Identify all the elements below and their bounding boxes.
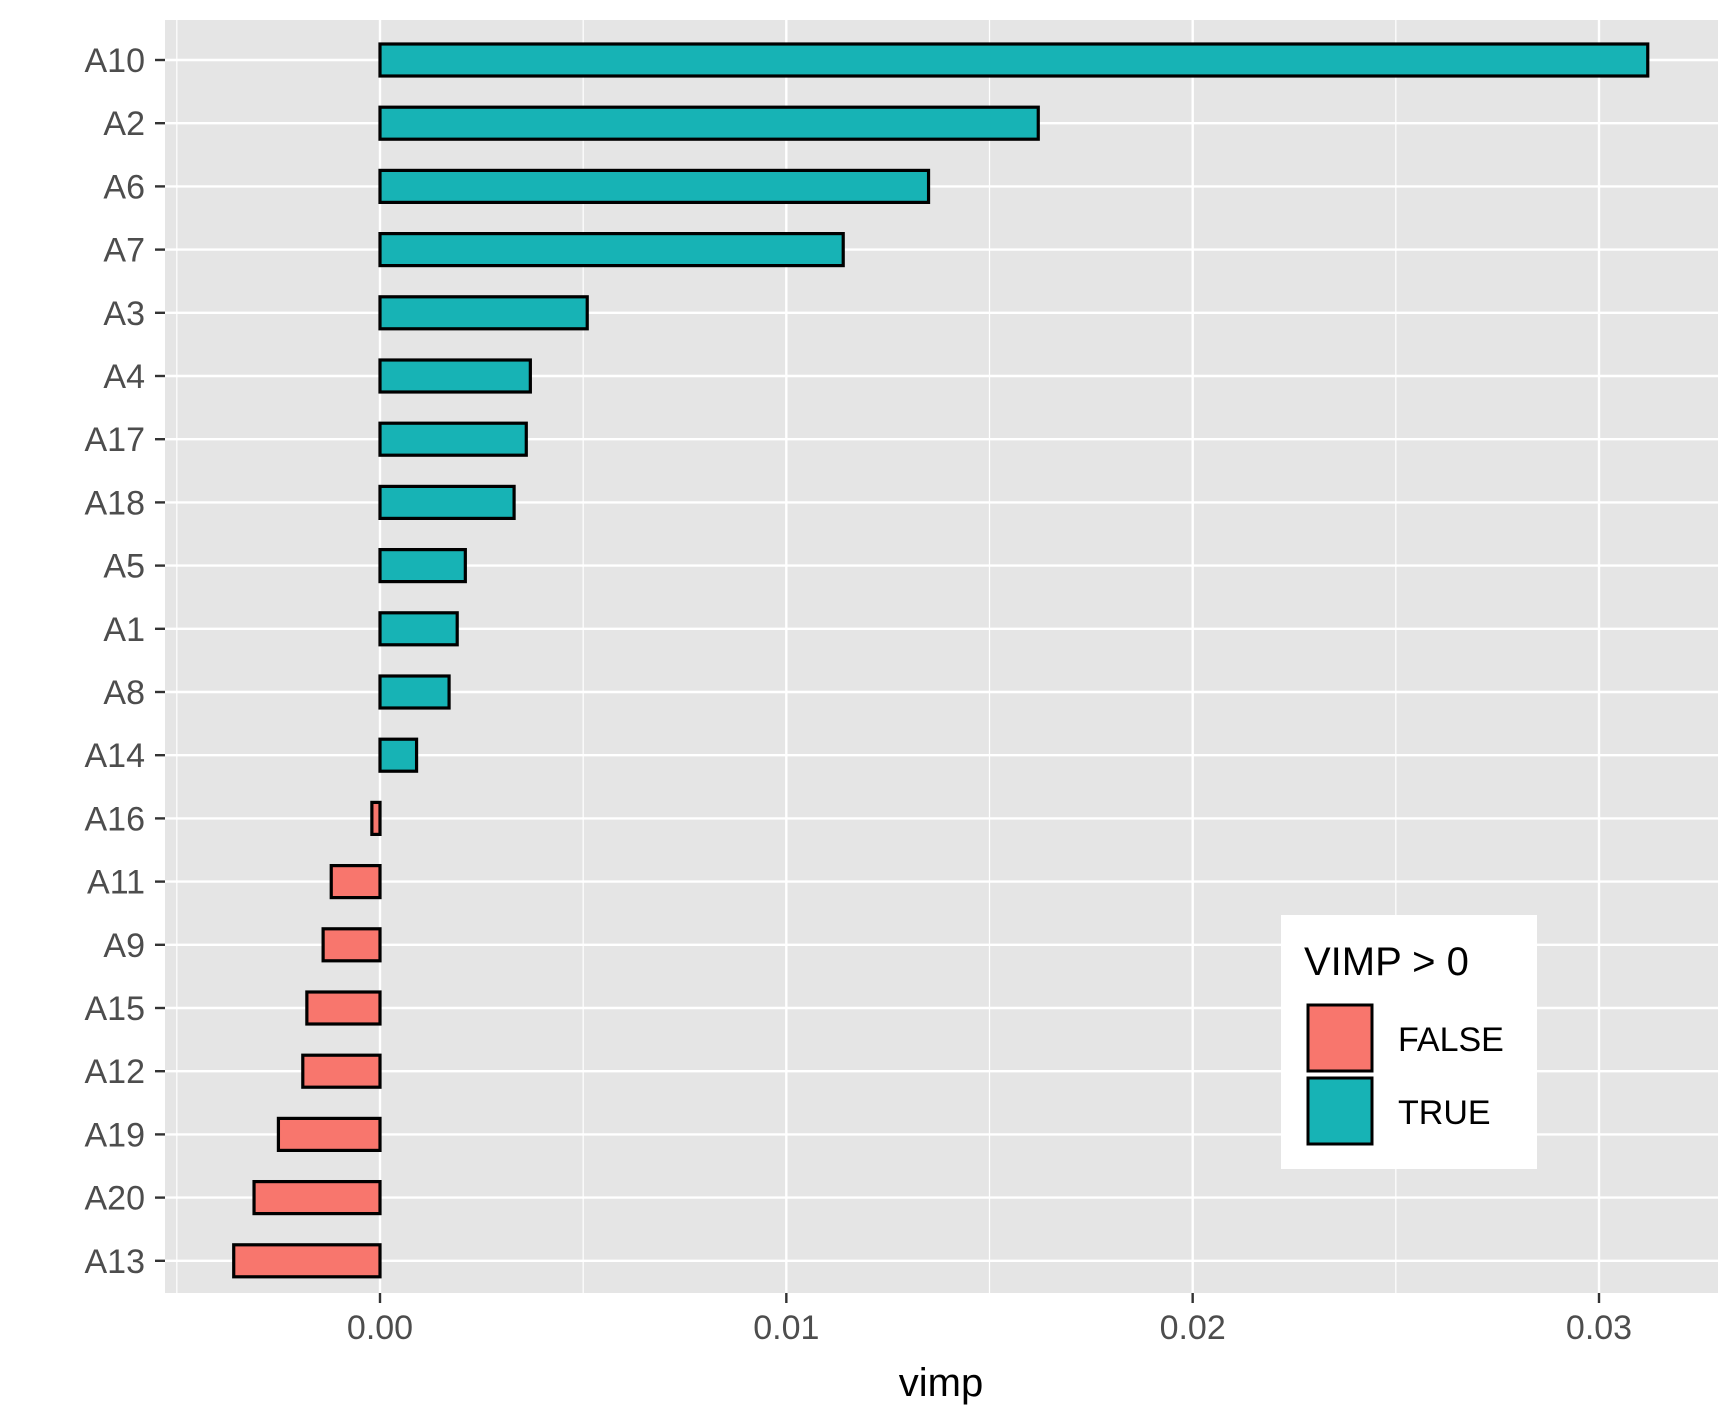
- x-axis: 0.00 0.01 0.02 0.03: [347, 1293, 1632, 1347]
- y-tick-label: A6: [103, 168, 145, 206]
- x-tick-label: 0.00: [347, 1309, 413, 1347]
- bar-a10: [378, 42, 1650, 78]
- bar-a2: [378, 105, 1040, 141]
- x-tick-label: 0.02: [1160, 1309, 1226, 1347]
- y-tick-label: A19: [85, 1116, 146, 1154]
- bar-a4: [378, 358, 532, 394]
- y-tick-label: A8: [103, 674, 145, 712]
- x-tick-label: 0.01: [753, 1309, 819, 1347]
- bar-a11: [329, 863, 382, 900]
- y-tick-label: A4: [103, 358, 145, 396]
- bar-a1: [378, 611, 459, 647]
- y-tick-label: A12: [85, 1053, 146, 1091]
- y-tick-label: A5: [103, 548, 145, 586]
- y-tick-label: A2: [103, 105, 145, 143]
- y-tick-label: A10: [85, 42, 146, 80]
- bar-a19: [276, 1116, 382, 1153]
- legend-label-false: FALSE: [1398, 1021, 1504, 1059]
- y-tick-label: A7: [103, 232, 145, 270]
- bar-a9: [321, 927, 382, 963]
- y-axis: A10 A2 A6 A7 A3 A4 A17 A18 A5 A1 A8 A14 A16 A11 A9 A15 A…: [85, 42, 165, 1281]
- legend-label-true: TRUE: [1398, 1094, 1491, 1132]
- y-tick-label: A18: [85, 484, 146, 522]
- y-tick-label: A3: [103, 295, 145, 333]
- y-tick-label: A1: [103, 611, 145, 649]
- y-tick-label: A9: [103, 927, 145, 965]
- bar-a17: [378, 421, 528, 457]
- y-tick-label: A14: [85, 737, 146, 775]
- y-tick-label: A16: [85, 800, 146, 838]
- bar-a3: [378, 295, 589, 331]
- legend-title: VIMP > 0: [1304, 940, 1469, 984]
- y-tick-label: A20: [85, 1180, 146, 1218]
- bar-a7: [378, 232, 845, 268]
- bar-a13: [232, 1243, 382, 1279]
- bar-a20: [252, 1179, 382, 1216]
- y-tick-label: A17: [85, 421, 146, 459]
- bar-a18: [378, 484, 516, 520]
- legend-key-false: [1306, 1003, 1374, 1073]
- bar-a8: [378, 674, 451, 710]
- x-tick-label: 0.03: [1566, 1309, 1632, 1347]
- x-axis-title: vimp: [899, 1361, 983, 1405]
- y-tick-label: A15: [85, 990, 146, 1028]
- legend-key-true: [1306, 1076, 1374, 1146]
- y-tick-label: A13: [85, 1243, 146, 1281]
- bar-a6: [378, 168, 931, 204]
- bar-a16: [370, 800, 382, 837]
- bar-a14: [378, 737, 419, 773]
- y-tick-label: A11: [87, 864, 145, 902]
- bar-a15: [305, 990, 382, 1026]
- bar-a12: [301, 1053, 382, 1089]
- bar-a5: [378, 547, 467, 584]
- bars: [232, 42, 1650, 1279]
- legend: VIMP > 0 FALSE TRUE: [1281, 915, 1537, 1169]
